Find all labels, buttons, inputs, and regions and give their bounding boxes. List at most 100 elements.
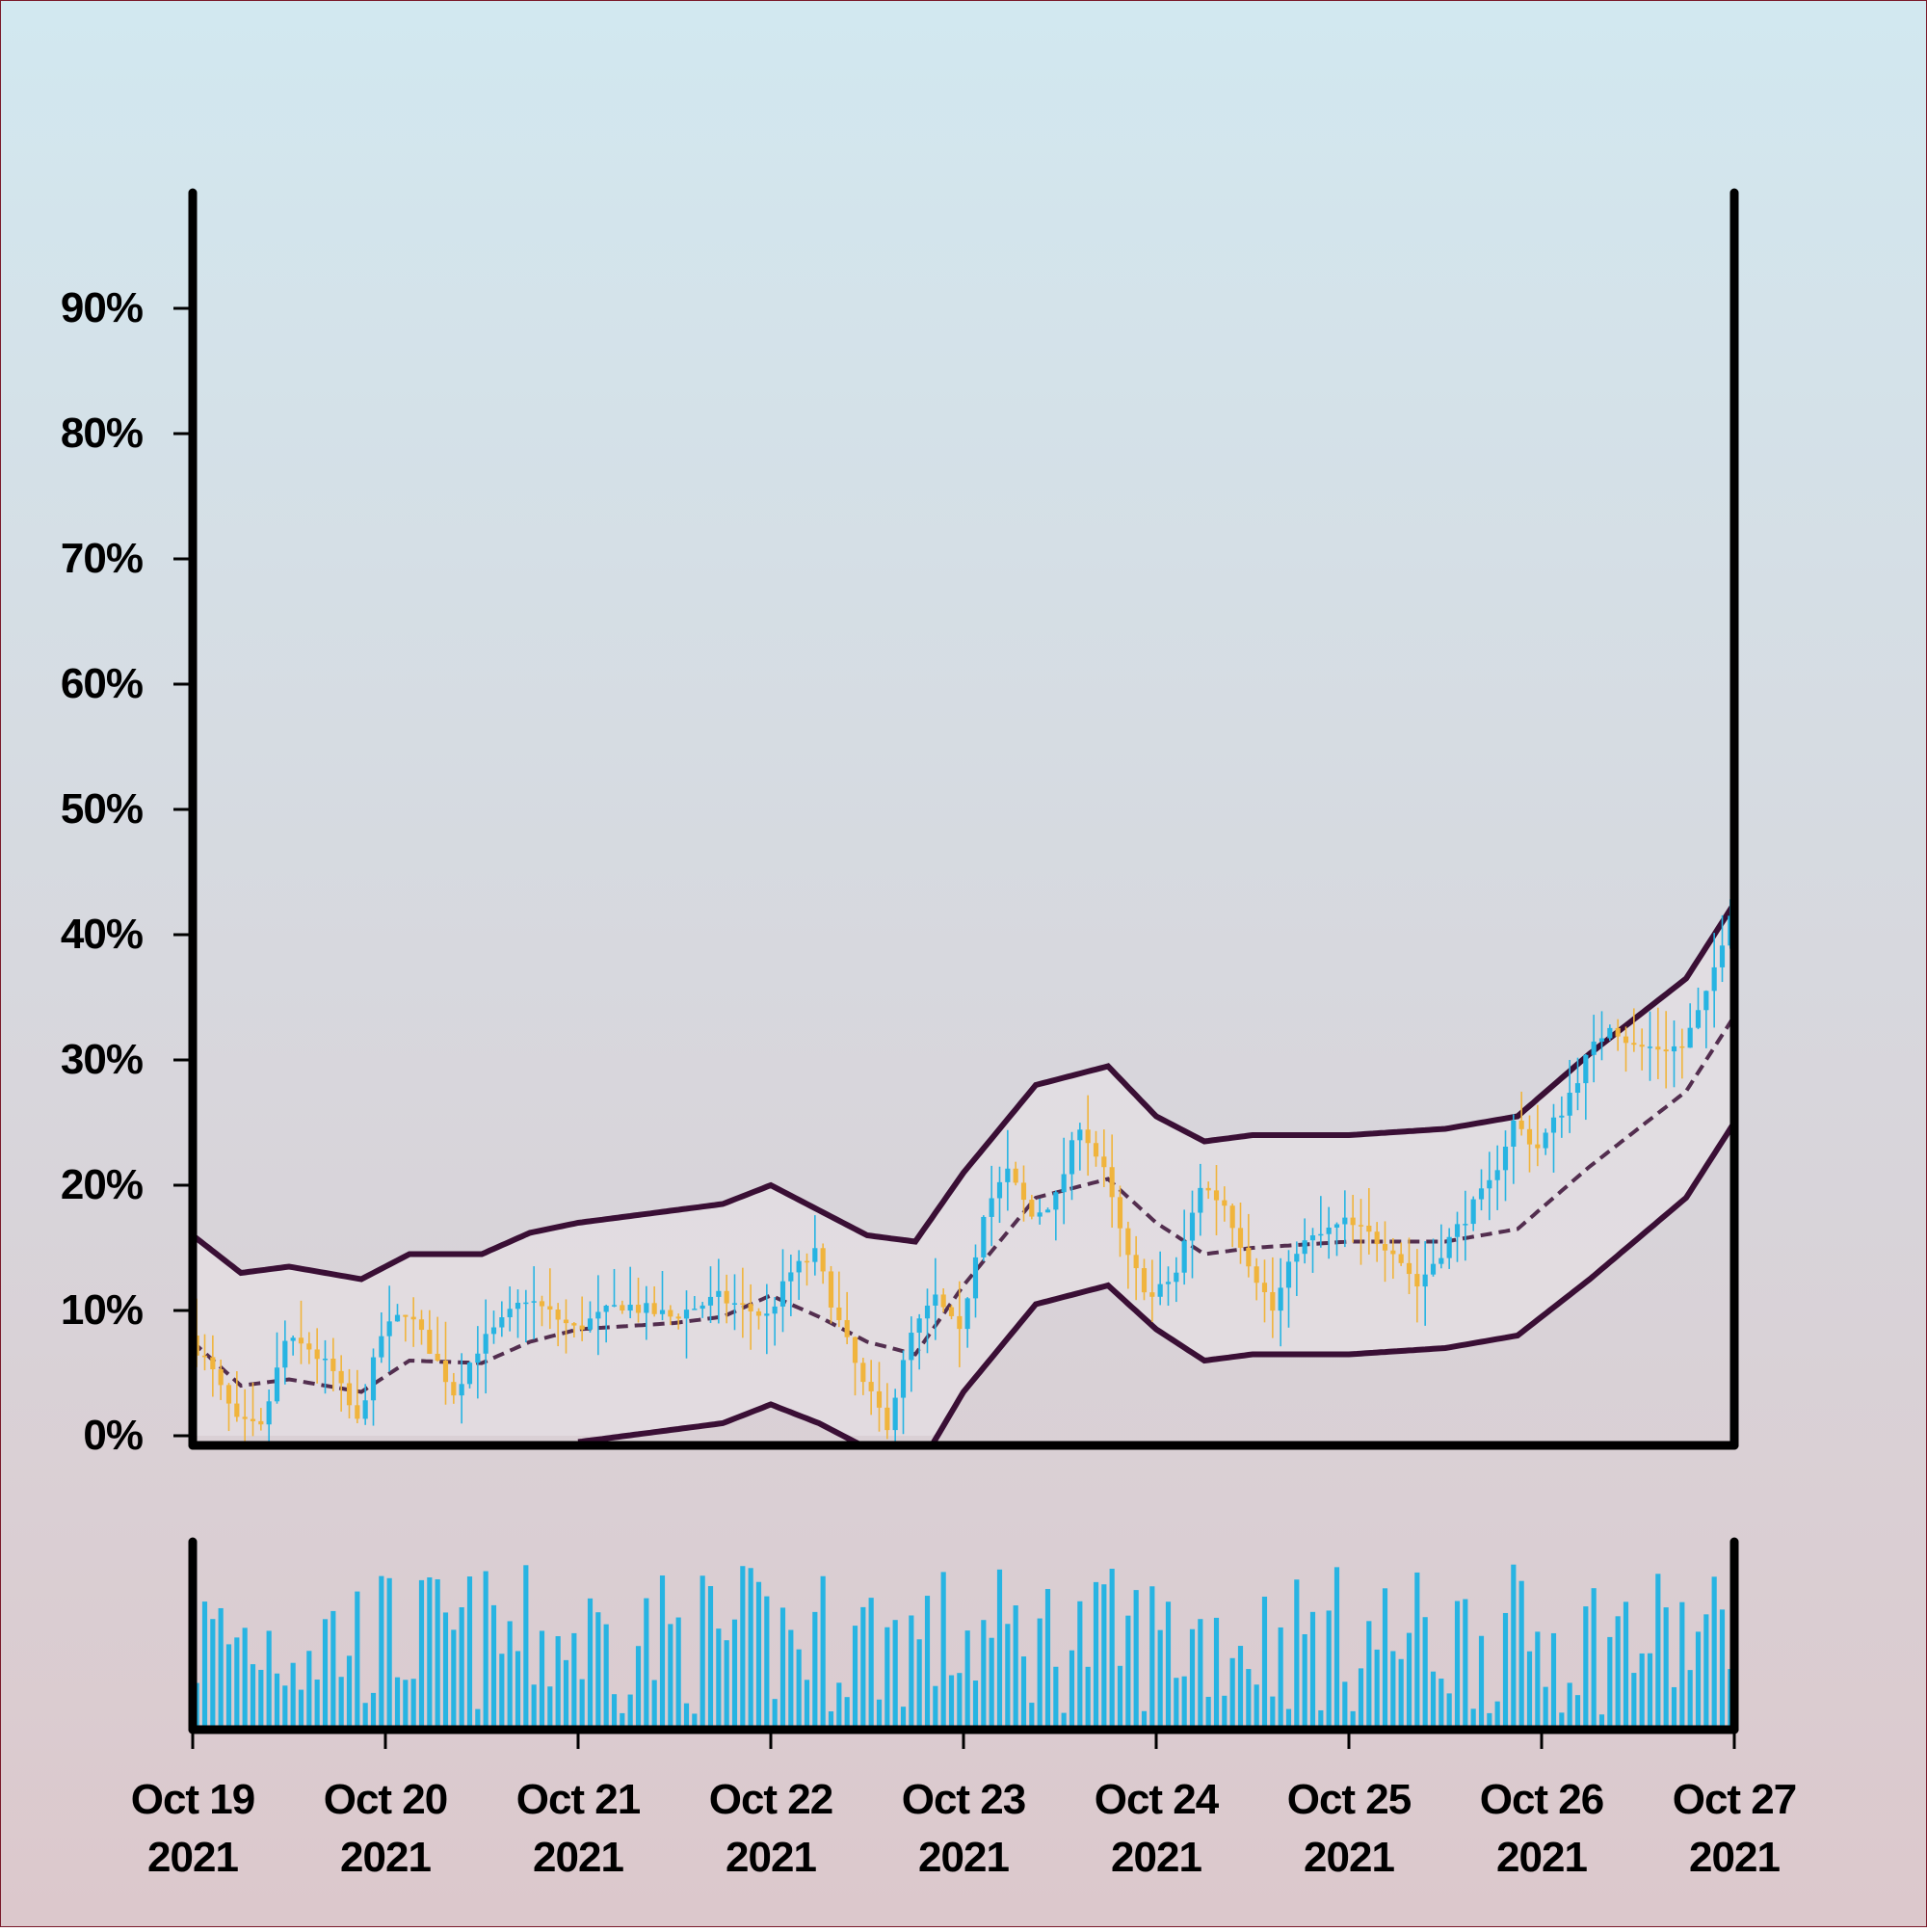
candle-body bbox=[635, 1305, 642, 1313]
volume-bar bbox=[635, 1646, 642, 1730]
volume-bar bbox=[563, 1659, 569, 1730]
candle-body bbox=[499, 1317, 505, 1328]
volume-bar bbox=[996, 1569, 1003, 1730]
candle-body bbox=[1029, 1200, 1035, 1217]
candle-body bbox=[1647, 1046, 1653, 1048]
volume-bar bbox=[1141, 1710, 1148, 1730]
volume-bar bbox=[812, 1611, 818, 1730]
candle-body bbox=[707, 1296, 714, 1306]
candle bbox=[1559, 1096, 1565, 1138]
candle-body bbox=[788, 1272, 794, 1282]
candle bbox=[234, 1370, 240, 1422]
candle-body bbox=[531, 1301, 537, 1303]
candle-body bbox=[764, 1313, 770, 1316]
volume-bar bbox=[490, 1604, 497, 1730]
volume-bar bbox=[1446, 1693, 1452, 1730]
volume-bar bbox=[1526, 1651, 1533, 1730]
candle bbox=[258, 1408, 264, 1431]
candle-body bbox=[1639, 1045, 1645, 1047]
candle bbox=[1044, 1207, 1051, 1213]
candle bbox=[659, 1271, 666, 1321]
candle bbox=[539, 1295, 545, 1327]
candle bbox=[1117, 1185, 1123, 1257]
candle-body bbox=[322, 1358, 329, 1361]
volume-bar bbox=[731, 1619, 738, 1730]
candle bbox=[755, 1308, 762, 1330]
volume-bar bbox=[1278, 1627, 1283, 1730]
candle bbox=[410, 1297, 416, 1347]
volume-bar bbox=[507, 1621, 513, 1730]
volume-bar bbox=[964, 1630, 970, 1730]
candle-body bbox=[1053, 1192, 1059, 1210]
candle bbox=[266, 1389, 272, 1445]
volume-bar bbox=[290, 1662, 296, 1730]
candle bbox=[1663, 1011, 1669, 1089]
candle bbox=[523, 1289, 529, 1342]
candle bbox=[1093, 1130, 1099, 1167]
candle-body bbox=[435, 1353, 440, 1362]
volume-bar bbox=[1117, 1665, 1123, 1730]
volume-bar bbox=[876, 1699, 883, 1730]
candle-body bbox=[346, 1383, 353, 1406]
candle-body bbox=[933, 1294, 938, 1306]
volume-bar bbox=[651, 1680, 657, 1730]
candle bbox=[1358, 1199, 1364, 1265]
volume-bar bbox=[1623, 1601, 1629, 1730]
candle-body bbox=[1085, 1129, 1091, 1144]
candle-body bbox=[724, 1290, 729, 1304]
x-tick-label-date: Oct 22 bbox=[709, 1776, 833, 1823]
candle bbox=[828, 1265, 834, 1324]
candle-body bbox=[547, 1306, 553, 1310]
candle-body bbox=[1222, 1200, 1227, 1206]
candle bbox=[1294, 1241, 1300, 1296]
volume-bar bbox=[1543, 1686, 1548, 1730]
candle bbox=[764, 1284, 770, 1355]
volume-bar bbox=[1655, 1574, 1661, 1730]
candle-body bbox=[595, 1311, 601, 1319]
volume-bar bbox=[1574, 1695, 1581, 1730]
candle-body bbox=[1414, 1274, 1420, 1287]
candle-body bbox=[1439, 1257, 1444, 1264]
volume-bar bbox=[957, 1673, 963, 1730]
candle-body bbox=[1390, 1250, 1396, 1255]
candle-body bbox=[700, 1305, 705, 1310]
candle-body bbox=[362, 1400, 368, 1419]
candle-body bbox=[1487, 1179, 1492, 1189]
volume-bar bbox=[362, 1703, 368, 1730]
candle-body bbox=[804, 1260, 810, 1263]
candle bbox=[900, 1350, 907, 1435]
candle bbox=[1591, 1015, 1597, 1083]
candle bbox=[1174, 1257, 1179, 1303]
volume-bar bbox=[1350, 1710, 1356, 1730]
candle-body bbox=[410, 1316, 416, 1320]
candle bbox=[1165, 1266, 1172, 1307]
candle-body bbox=[571, 1323, 577, 1326]
volume-bar bbox=[1422, 1617, 1428, 1730]
candle-body bbox=[1069, 1140, 1075, 1175]
volume-bar bbox=[1719, 1609, 1726, 1730]
candle bbox=[651, 1285, 657, 1317]
volume-bar bbox=[322, 1619, 329, 1730]
candle-body bbox=[1093, 1143, 1099, 1157]
candle-body bbox=[379, 1336, 384, 1358]
candle-body bbox=[1133, 1255, 1139, 1269]
y-tick-label: 10% bbox=[61, 1286, 143, 1334]
candle-body bbox=[1174, 1272, 1179, 1283]
volume-bar bbox=[539, 1630, 545, 1730]
candle-body bbox=[539, 1301, 545, 1307]
candle bbox=[724, 1274, 729, 1324]
candle-body bbox=[427, 1330, 433, 1354]
volume-bar bbox=[1430, 1671, 1437, 1730]
candle-body bbox=[1246, 1247, 1252, 1267]
candle bbox=[1463, 1190, 1468, 1261]
candle-body bbox=[1294, 1254, 1300, 1262]
x-tick-label-year: 2021 bbox=[533, 1834, 623, 1881]
volume-bar bbox=[716, 1628, 722, 1730]
candle-body bbox=[507, 1309, 513, 1318]
candle bbox=[836, 1271, 842, 1328]
volume-bar bbox=[1270, 1696, 1276, 1730]
candle-body bbox=[668, 1310, 673, 1317]
candle-body bbox=[1598, 1038, 1605, 1042]
candle bbox=[707, 1266, 714, 1324]
candle bbox=[579, 1296, 585, 1341]
